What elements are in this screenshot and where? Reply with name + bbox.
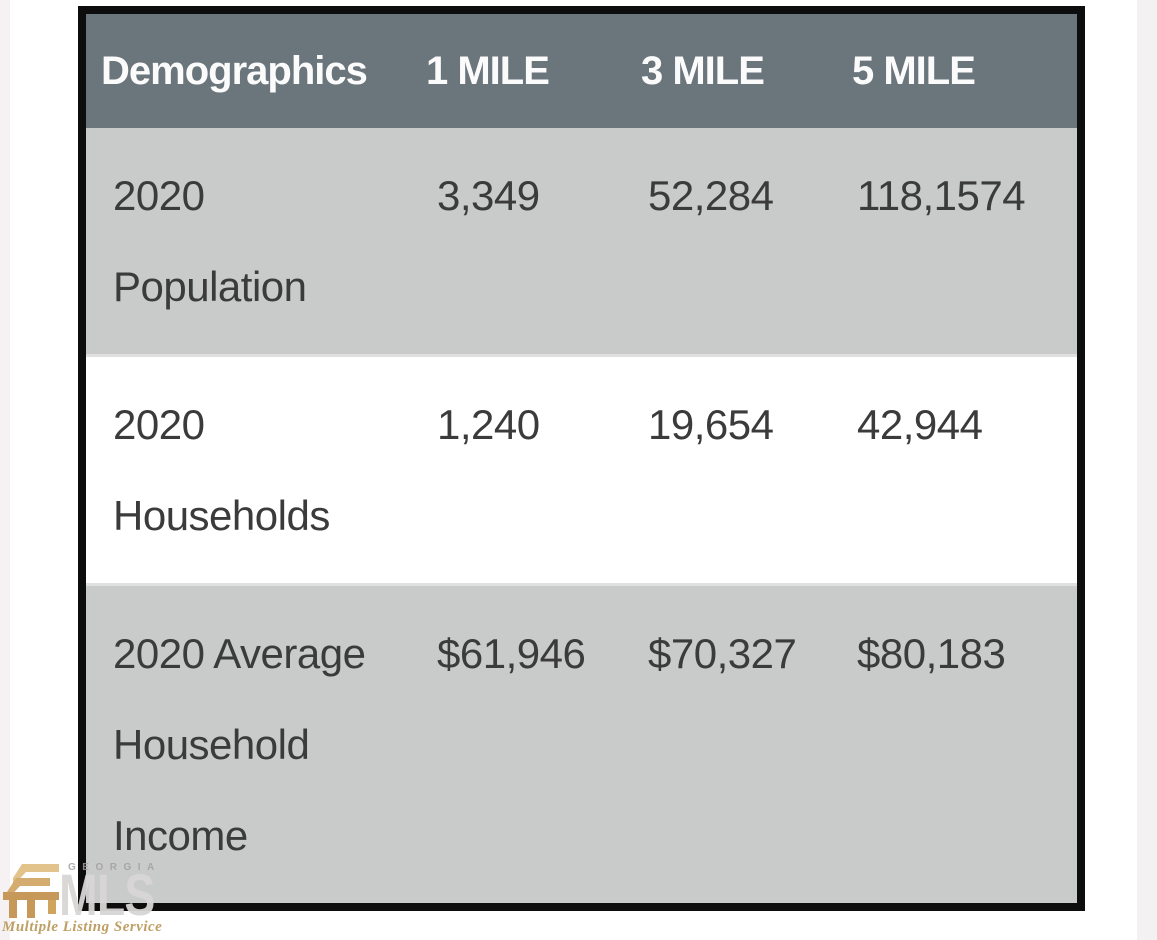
cell-value: 19,654	[648, 401, 774, 448]
georgia-mls-logo-icon	[3, 864, 59, 918]
cell-value: 1,240	[437, 401, 540, 448]
cell-value: 42,944	[857, 401, 983, 448]
table-header-row: Demographics 1 MILE 3 MILE 5 MILE	[86, 14, 1077, 128]
table-row-households: 2020 Households 1,240 19,654 42,944	[86, 354, 1077, 583]
row-label: 2020 Households	[113, 401, 330, 539]
table-row-population: 2020 Population 3,349 52,284 118,1574	[86, 128, 1077, 354]
demographics-table: Demographics 1 MILE 3 MILE 5 MILE 2020 P…	[78, 6, 1085, 911]
header-cell-1-mile: 1 MILE	[426, 48, 550, 93]
cell-value: $70,327	[648, 630, 797, 677]
page-right-margin-strip	[1137, 0, 1157, 940]
header-cell-3-mile: 3 MILE	[641, 48, 765, 93]
cell-value: 118,1574	[857, 172, 1026, 219]
table-row-avg-household-income: 2020 Average Household Income $61,946 $7…	[86, 583, 1077, 903]
cell-value: 3,349	[437, 172, 540, 219]
row-label: 2020 Population	[113, 172, 307, 310]
cell-value: 52,284	[648, 172, 774, 219]
header-cell-5-mile: 5 MILE	[852, 48, 976, 93]
header-cell-demographics: Demographics	[101, 48, 368, 93]
cell-value: $80,183	[857, 630, 1006, 677]
watermark-tagline-text: Multiple Listing Service	[2, 919, 163, 935]
cell-value: $61,946	[437, 630, 586, 677]
row-label: 2020 Average Household Income	[113, 630, 366, 859]
page-left-margin-strip	[0, 0, 10, 940]
